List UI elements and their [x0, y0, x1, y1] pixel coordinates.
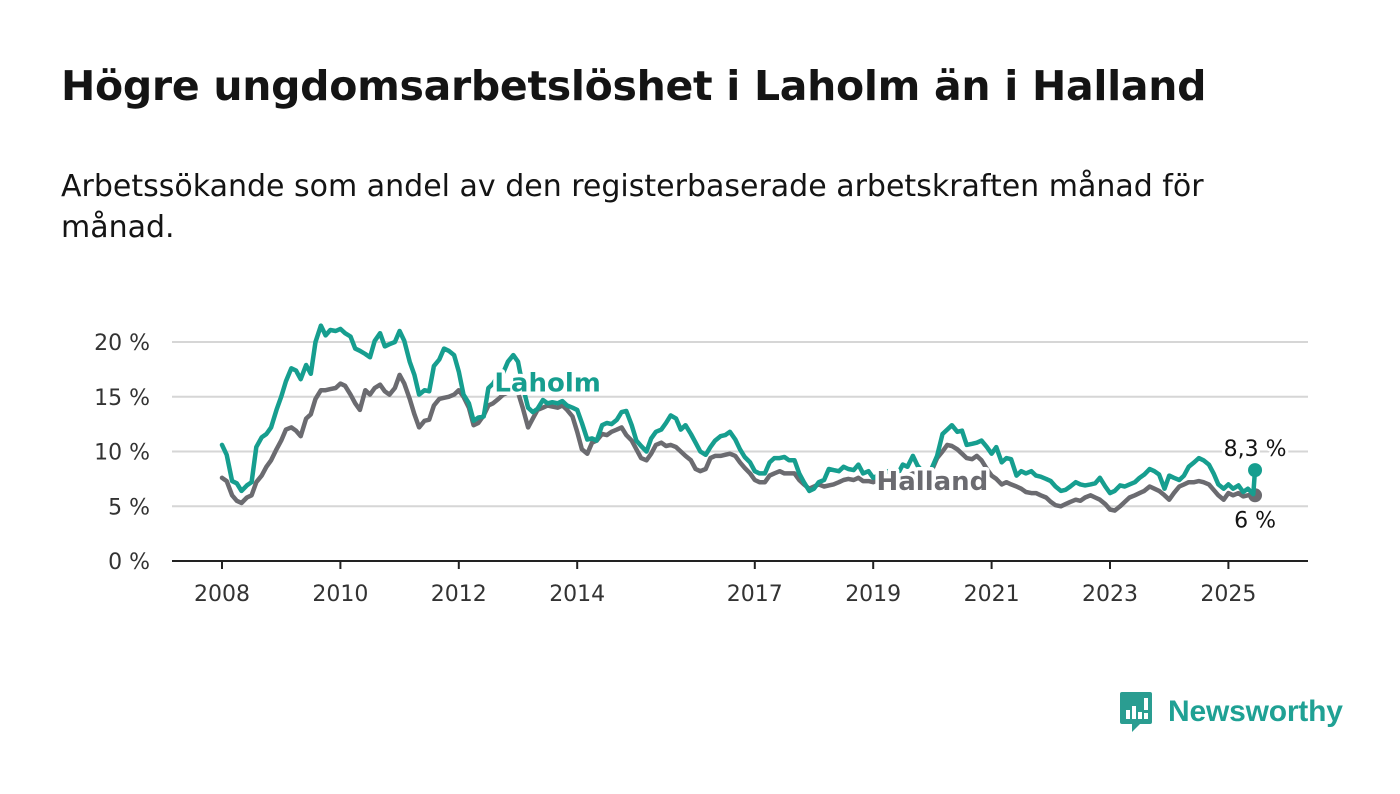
series-line-halland [219, 372, 1258, 513]
series-label-halland: Halland [877, 467, 989, 497]
x-tick-label: 2012 [431, 582, 487, 607]
x-tick-label: 2017 [727, 582, 783, 607]
x-axis-ticks: 2008 2010 2012 2014 2017 2019 2021 2023 2025 [194, 561, 1256, 607]
y-tick-label: 0 % [108, 550, 150, 575]
x-tick-label: 2014 [549, 582, 605, 607]
series-lines [219, 323, 1263, 513]
newsworthy-brand: Newsworthy [1118, 690, 1343, 734]
chart-subtitle: Arbetssökande som andel av den registerb… [61, 169, 1204, 245]
x-tick-label: 2023 [1082, 582, 1138, 607]
end-point-laholm [1248, 463, 1263, 478]
x-tick-label: 2010 [312, 582, 368, 607]
newsworthy-logo-icon [1120, 692, 1152, 732]
series-label-laholm: Laholm [494, 368, 601, 398]
x-tick-label: 2021 [964, 582, 1020, 607]
y-tick-label: 10 % [94, 441, 150, 466]
y-tick-label: 15 % [94, 386, 150, 411]
x-tick-label: 2008 [194, 582, 250, 607]
brand-name: Newsworthy [1168, 695, 1343, 728]
series-line-laholm [219, 323, 1258, 497]
end-value-label-laholm: 8,3 % [1224, 437, 1287, 462]
y-axis-ticks: 0 % 5 % 10 % 15 % 20 % [94, 331, 150, 575]
chart-title: Högre ungdomsarbetslöshet i Laholm än i … [61, 62, 1207, 110]
series-labels: Laholm Halland 8,3 % 6 % [491, 365, 1290, 537]
y-tick-label: 5 % [108, 495, 150, 520]
end-value-label-halland: 6 % [1234, 508, 1276, 533]
y-tick-label: 20 % [94, 331, 150, 356]
x-tick-label: 2025 [1200, 582, 1256, 607]
x-tick-label: 2019 [845, 582, 901, 607]
